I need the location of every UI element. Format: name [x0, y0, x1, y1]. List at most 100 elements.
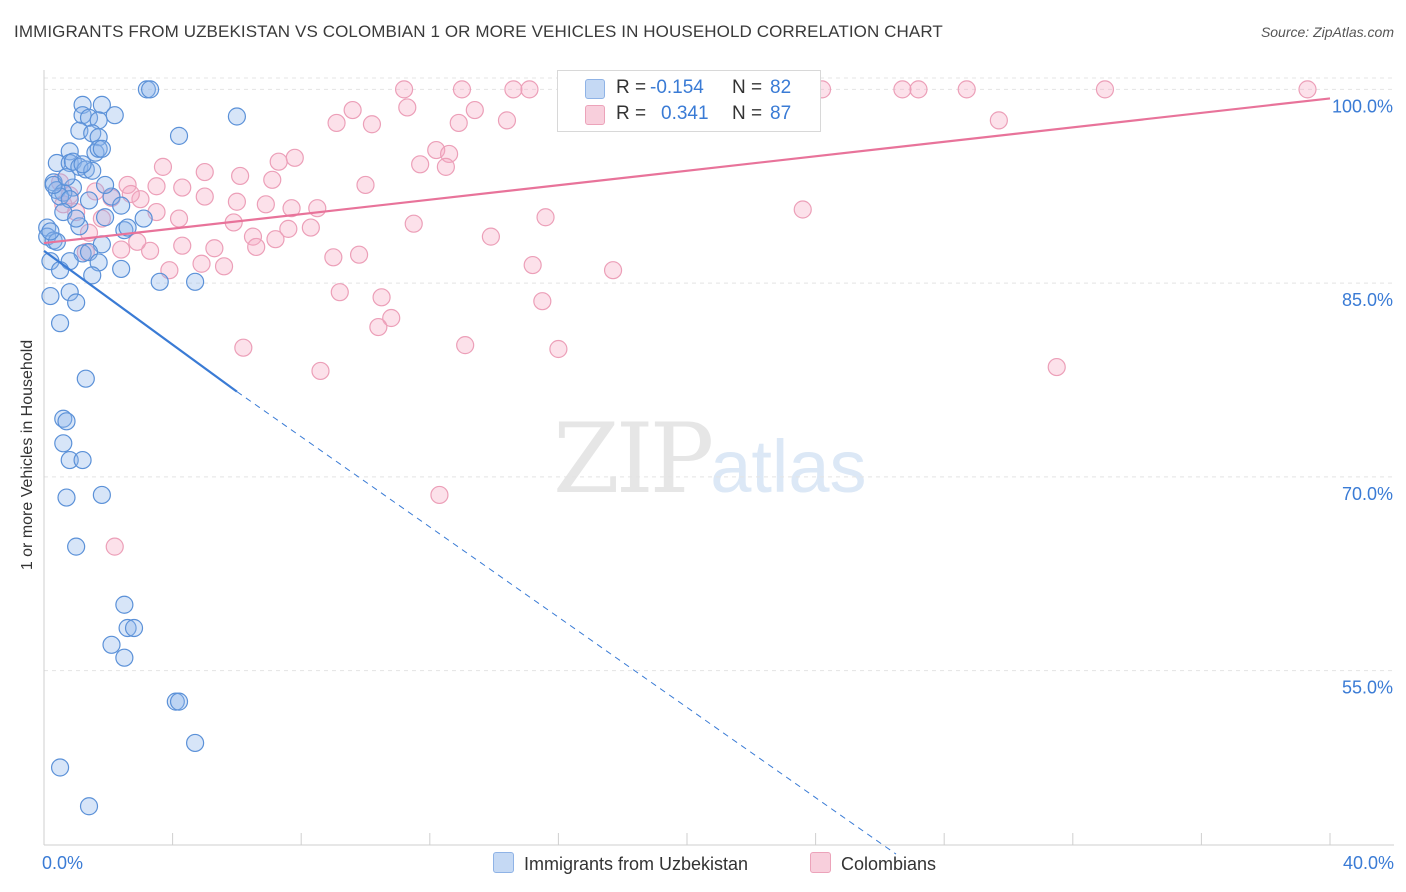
- point-colombians: [105, 537, 124, 556]
- point-uzbekistan: [50, 314, 70, 333]
- point-colombians: [398, 98, 417, 117]
- bottom-legend-label-uzbekistan: Immigrants from Uzbekistan: [524, 854, 749, 874]
- point-uzbekistan: [83, 266, 102, 285]
- point-colombians: [140, 241, 160, 260]
- point-colombians: [909, 80, 928, 99]
- point-colombians: [263, 170, 282, 189]
- bottom-legend-colombians[interactable]: Colombians: [810, 852, 936, 875]
- point-colombians: [282, 199, 301, 218]
- point-colombians: [227, 192, 246, 211]
- point-uzbekistan: [102, 187, 121, 206]
- watermark-zip: ZIP: [553, 403, 714, 515]
- point-uzbekistan: [112, 196, 131, 215]
- point-colombians: [343, 100, 362, 120]
- legend-row-colombians: R = 0.341 N = 87: [558, 101, 820, 127]
- point-uzbekistan: [79, 191, 99, 210]
- point-colombians: [893, 80, 912, 99]
- point-colombians: [311, 361, 330, 381]
- legend-row-uzbekistan: R = -0.154 N = 82: [558, 75, 820, 101]
- point-colombians: [349, 245, 369, 264]
- point-uzbekistan: [57, 168, 76, 187]
- point-colombians: [285, 148, 304, 167]
- trendline-uzbekistan: [43, 249, 238, 393]
- point-colombians: [504, 80, 523, 99]
- point-colombians: [382, 308, 401, 328]
- point-uzbekistan: [227, 107, 246, 126]
- point-uzbekistan: [50, 261, 70, 280]
- point-uzbekistan: [76, 160, 95, 179]
- point-uzbekistan: [169, 126, 189, 145]
- point-colombians: [324, 248, 343, 267]
- point-colombians: [603, 261, 623, 280]
- point-uzbekistan: [79, 797, 99, 816]
- point-colombians: [452, 80, 472, 99]
- legend-n-label: N =: [732, 77, 763, 98]
- legend-r-label: R =: [616, 77, 647, 98]
- point-uzbekistan: [102, 635, 121, 654]
- legend-swatch-colombians: [585, 105, 605, 125]
- y-axis-label: 1 or more Vehicles in Household: [19, 339, 36, 571]
- legend-r-value-uzbekistan: -0.154: [650, 77, 704, 98]
- point-uzbekistan: [95, 175, 115, 195]
- legend-r-value-colombians: 0.341: [661, 103, 709, 124]
- legend-r-label: R =: [616, 103, 647, 124]
- point-uzbekistan: [169, 692, 189, 711]
- point-uzbekistan: [115, 648, 134, 667]
- point-colombians: [989, 111, 1008, 130]
- point-colombians: [372, 288, 391, 307]
- point-colombians: [301, 218, 320, 237]
- point-colombians: [195, 187, 214, 206]
- bottom-legend-uzbekistan[interactable]: Immigrants from Uzbekistan: [493, 852, 748, 875]
- point-colombians: [356, 175, 375, 195]
- point-colombians: [549, 339, 568, 359]
- point-uzbekistan: [186, 733, 205, 753]
- point-colombians: [214, 257, 234, 276]
- point-colombians: [533, 292, 552, 311]
- point-uzbekistan: [118, 618, 137, 638]
- point-colombians: [153, 157, 173, 176]
- bottom-legend-swatch-colombians: [810, 852, 831, 873]
- point-colombians: [195, 162, 214, 182]
- point-uzbekistan: [67, 537, 86, 556]
- point-colombians: [112, 240, 131, 259]
- point-colombians: [430, 485, 449, 505]
- y-tick-label: 70.0%: [1342, 484, 1393, 504]
- point-colombians: [481, 227, 500, 246]
- point-uzbekistan: [150, 272, 169, 291]
- point-colombians: [449, 113, 468, 133]
- point-colombians: [404, 214, 423, 233]
- point-uzbekistan: [41, 286, 60, 306]
- point-colombians: [327, 113, 346, 133]
- point-colombians: [266, 230, 285, 249]
- legend-n-value-colombians: 87: [770, 103, 792, 124]
- y-tick-label: 55.0%: [1342, 678, 1393, 698]
- point-uzbekistan: [60, 450, 79, 470]
- point-uzbekistan: [54, 434, 73, 453]
- point-uzbekistan: [57, 488, 76, 507]
- point-colombians: [394, 80, 414, 99]
- legend-swatch-uzbekistan: [585, 79, 605, 99]
- point-colombians: [256, 195, 275, 214]
- point-uzbekistan: [83, 161, 102, 180]
- point-colombians: [436, 157, 455, 176]
- point-uzbekistan: [73, 450, 92, 470]
- point-colombians: [957, 80, 976, 99]
- point-uzbekistan: [73, 155, 92, 174]
- watermark: ZIPatlas: [553, 403, 867, 515]
- point-colombians: [86, 182, 105, 201]
- point-colombians: [247, 237, 266, 257]
- point-colombians: [465, 100, 484, 120]
- point-colombians: [192, 254, 211, 273]
- point-colombians: [169, 209, 189, 228]
- point-uzbekistan: [92, 139, 111, 158]
- point-colombians: [147, 177, 166, 196]
- point-uzbekistan: [67, 293, 86, 312]
- point-colombians: [497, 111, 517, 130]
- point-colombians: [330, 283, 349, 302]
- point-colombians: [234, 338, 253, 357]
- y-tick-label: 85.0%: [1342, 290, 1393, 310]
- point-colombians: [362, 115, 382, 134]
- point-colombians: [205, 239, 224, 258]
- x-tick-label: 40.0%: [1343, 853, 1394, 873]
